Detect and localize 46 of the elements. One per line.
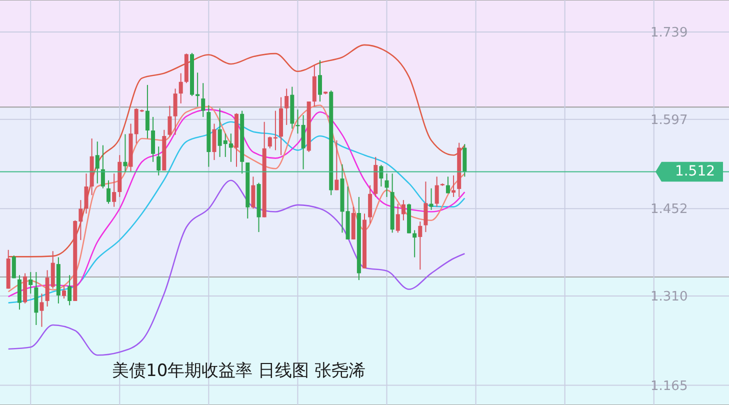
candlestick xyxy=(173,88,178,136)
line-series xyxy=(8,180,466,356)
candlestick xyxy=(401,200,406,221)
candlestick xyxy=(123,134,128,172)
candlestick xyxy=(212,123,216,161)
candlestick xyxy=(379,164,384,187)
candlestick xyxy=(17,274,22,310)
candlestick xyxy=(156,146,161,176)
line-series xyxy=(8,44,466,258)
candlestick xyxy=(100,144,105,189)
candlestick xyxy=(284,88,289,126)
candlestick xyxy=(396,203,400,234)
candlestick xyxy=(418,221,422,270)
y-tick-label: 1.310 xyxy=(650,290,688,305)
candlestick xyxy=(318,60,322,102)
candlestick xyxy=(452,174,456,198)
candlestick xyxy=(145,84,150,139)
candlestick xyxy=(446,176,450,194)
y-tick-label: 1.739 xyxy=(650,26,688,41)
candlestick xyxy=(95,141,100,184)
candlestick xyxy=(84,173,88,214)
candlestick xyxy=(112,173,116,208)
candlestick xyxy=(62,284,66,300)
candlestick xyxy=(106,180,111,204)
candlestick xyxy=(178,72,183,104)
candlestick xyxy=(151,116,156,162)
candlestick xyxy=(334,140,339,191)
candlestick xyxy=(424,181,428,233)
candlestick xyxy=(412,230,417,258)
ref-line-label: 1.512 xyxy=(674,164,716,180)
text: 美债10年期收益率 日线图 张尧浠 xyxy=(112,361,366,381)
y-tick-label: 1.452 xyxy=(650,202,688,218)
candlestick xyxy=(28,272,33,294)
candlestick xyxy=(168,105,172,138)
y-tick-label: 1.165 xyxy=(650,378,688,394)
y-tick-label: 1.597 xyxy=(650,112,688,128)
candlestick xyxy=(12,254,16,279)
candlestick xyxy=(384,173,389,198)
candlestick xyxy=(368,184,372,224)
candlestick xyxy=(429,188,434,210)
candlestick xyxy=(251,176,256,210)
candlestick xyxy=(40,293,44,328)
candlestick xyxy=(434,176,439,208)
candlestick xyxy=(301,114,306,170)
candlestick xyxy=(201,82,206,118)
candlestick xyxy=(68,274,72,306)
